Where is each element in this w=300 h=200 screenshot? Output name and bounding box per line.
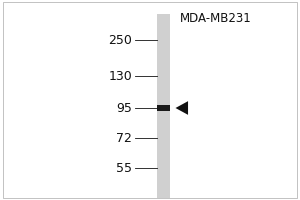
Bar — [157, 105, 170, 111]
Text: 250: 250 — [108, 33, 132, 46]
Polygon shape — [176, 101, 188, 115]
Text: 55: 55 — [116, 162, 132, 174]
Text: MDA-MB231: MDA-MB231 — [180, 12, 252, 25]
Text: 130: 130 — [108, 70, 132, 82]
Bar — [157, 14, 170, 198]
Text: 72: 72 — [116, 132, 132, 144]
Text: 95: 95 — [116, 102, 132, 114]
